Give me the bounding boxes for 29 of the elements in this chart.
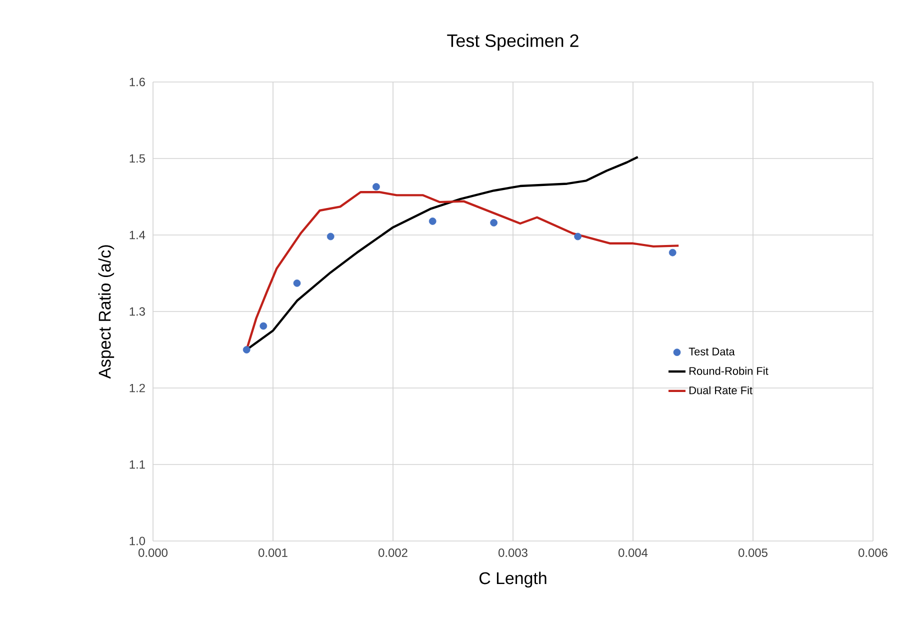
point — [372, 183, 380, 190]
x-tick-label: 0.006 — [858, 548, 888, 557]
y-tick-label: 1.5 — [130, 154, 145, 163]
point — [242, 346, 250, 354]
point — [490, 219, 498, 226]
x-tick-label: 0.000 — [138, 548, 168, 557]
point — [668, 248, 676, 256]
y-tick-label: 1.1 — [130, 460, 145, 469]
y-tick-label: 1.3 — [130, 307, 145, 316]
legend-label: Dual Rate Fit — [690, 386, 752, 394]
y-axis-title: Aspect Ratio (a/c) — [98, 245, 114, 379]
x-tick-label: 0.005 — [738, 548, 768, 557]
y-tick-label: 1.2 — [130, 384, 145, 392]
point — [260, 322, 268, 330]
point — [574, 232, 582, 240]
x-tick-label: 0.001 — [258, 548, 288, 557]
legend-label: Round-Robin Fit — [690, 366, 768, 375]
x-tick-label: 0.004 — [618, 548, 648, 557]
legend-label: Test Data — [688, 348, 735, 356]
point — [326, 232, 334, 240]
y-tick-label: 1.6 — [130, 78, 145, 86]
point — [428, 218, 436, 225]
x-axis-title: C Length — [480, 572, 546, 588]
x-tick-label: 0.003 — [498, 548, 528, 557]
x-tick-label: 0.002 — [378, 548, 408, 557]
chart-title: Test Specimen 2 — [447, 34, 578, 51]
y-tick-label: 1.4 — [130, 230, 146, 240]
y-tick-label: 1.0 — [130, 536, 146, 546]
point — [293, 279, 301, 287]
